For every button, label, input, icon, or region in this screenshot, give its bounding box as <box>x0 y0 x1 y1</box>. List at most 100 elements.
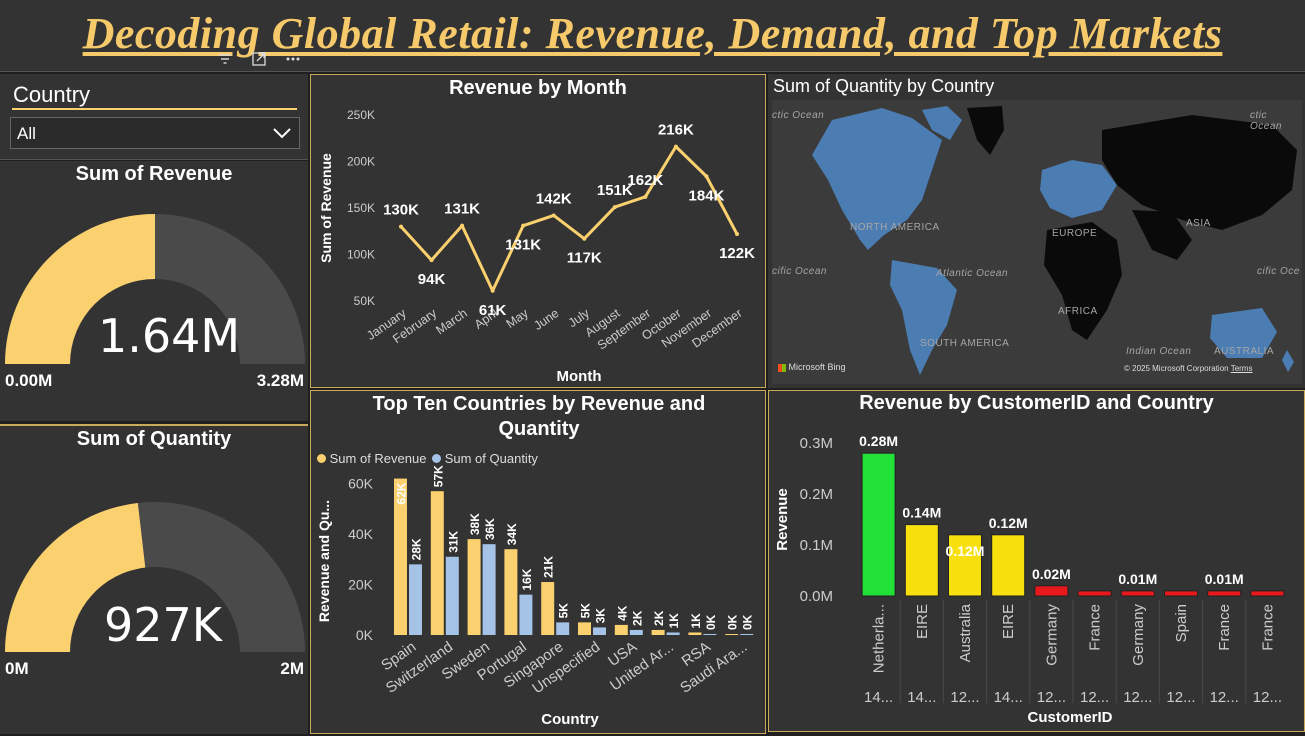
map-asia <box>1102 115 1297 230</box>
quantity-bar[interactable] <box>593 627 606 635</box>
revenue-bar[interactable] <box>394 478 407 635</box>
line-data-label: 130K <box>383 202 419 219</box>
title-bar: Decoding Global Retail: Revenue, Demand,… <box>0 0 1305 72</box>
revenue-line[interactable] <box>399 145 739 293</box>
map-card: Sum of Quantity by Country NORTH AMERICA… <box>768 74 1305 388</box>
line-point[interactable] <box>704 174 709 179</box>
slicer-dropdown[interactable]: All <box>10 117 300 149</box>
line-ylabel: Sum of Revenue <box>318 153 334 263</box>
chevron-down-icon[interactable] <box>271 124 293 147</box>
quantity-bar[interactable] <box>740 634 754 635</box>
revenue-bar[interactable] <box>651 629 665 635</box>
quantity-bar[interactable] <box>409 564 422 635</box>
customer-bar[interactable] <box>948 534 982 597</box>
line-ytick: 50K <box>354 294 375 308</box>
cbar-data-label: 21K <box>542 556 556 578</box>
map-copyright: © 2025 Microsoft Corporation Terms <box>1124 364 1252 373</box>
customer-bar[interactable] <box>861 452 896 597</box>
customer-bar[interactable] <box>904 524 939 597</box>
cust-country-label: Germany <box>1043 604 1060 666</box>
line-data-label: 131K <box>505 237 541 254</box>
bing-text: Microsoft Bing <box>788 362 846 372</box>
map-africa <box>1044 222 1122 340</box>
quantity-bar[interactable] <box>556 622 570 635</box>
filter-icon[interactable] <box>216 50 234 73</box>
map-title: Sum of Quantity by Country <box>773 76 995 96</box>
cbar-xlabel: Country <box>541 711 599 728</box>
revenue-bar[interactable] <box>467 539 481 635</box>
customer-bar[interactable] <box>1250 590 1285 597</box>
customer-bar[interactable] <box>1164 590 1198 597</box>
cust-id-label: 12... <box>1037 689 1066 706</box>
line-point[interactable] <box>643 194 648 199</box>
map-label-arctic-left: ctic Ocean <box>772 110 825 121</box>
line-point[interactable] <box>399 224 403 229</box>
revenue-bar[interactable] <box>578 622 591 635</box>
world-map <box>812 106 1297 375</box>
map-label-indian: Indian Ocean <box>1126 346 1192 357</box>
map-label-south-america: SOUTH AMERICA <box>920 338 1010 349</box>
customer-bar[interactable] <box>1207 590 1242 597</box>
terms-link[interactable]: Terms <box>1230 364 1253 373</box>
cust-id-label: 12... <box>1210 689 1239 706</box>
line-data-label: 61K <box>479 302 507 319</box>
line-ytick: 150K <box>347 201 375 215</box>
line-point[interactable] <box>582 236 587 241</box>
cust-country-label: France <box>1259 604 1276 651</box>
quantity-bar[interactable] <box>445 556 459 635</box>
cbar-data-label: 0K <box>726 614 740 630</box>
line-point[interactable] <box>460 223 465 228</box>
cust-country-label: Spain <box>1173 604 1190 642</box>
cbar-data-label: 4K <box>615 605 629 621</box>
revenue-by-customer-chart: 0.0M 0.1M 0.2M 0.3M Revenue CustomerID 0.28M Ne… <box>774 433 1285 726</box>
cust-id-label: 12... <box>950 689 979 706</box>
slicer-underline <box>12 108 297 110</box>
more-options-icon[interactable] <box>284 50 302 73</box>
map-canvas[interactable]: NORTH AMERICA EUROPE ASIA AFRICA SOUTH A… <box>772 100 1302 384</box>
revenue-bar[interactable] <box>688 632 702 635</box>
quantity-bar[interactable] <box>703 634 717 635</box>
revenue-bar[interactable] <box>504 549 518 635</box>
customer-bar[interactable] <box>1034 585 1069 597</box>
revenue-bar[interactable] <box>725 634 739 635</box>
visual-header-toolbar <box>212 48 308 72</box>
line-point[interactable] <box>551 213 556 218</box>
cust-data-label: 0.02M <box>1032 566 1071 582</box>
customer-bar[interactable] <box>1077 590 1112 597</box>
quantity-bar[interactable] <box>666 632 680 635</box>
quantity-bar[interactable] <box>519 594 533 635</box>
line-point[interactable] <box>612 205 617 210</box>
customer-bar[interactable] <box>991 534 1026 597</box>
cust-data-label: 0.12M <box>989 515 1028 531</box>
revenue-bar[interactable] <box>614 624 628 635</box>
quantity-bar[interactable] <box>482 544 496 635</box>
customer-chart-title: Revenue by CustomerID and Country <box>859 392 1214 414</box>
cust-data-label: 0.14M <box>902 505 941 521</box>
bing-logo: Microsoft Bing <box>778 362 846 372</box>
focus-mode-icon[interactable] <box>250 50 268 73</box>
cust-id-label: 14... <box>907 689 936 706</box>
quantity-gauge-value: 927K <box>104 598 222 652</box>
line-xtick: June <box>531 306 561 333</box>
cbar-data-label: 31K <box>446 530 460 552</box>
line-point[interactable] <box>521 223 526 228</box>
quantity-bar[interactable] <box>629 629 643 635</box>
line-point[interactable] <box>429 258 434 263</box>
page-title: Decoding Global Retail: Revenue, Demand,… <box>82 9 1223 58</box>
cust-country-label: France <box>1087 604 1104 651</box>
legend-revenue-dot-icon <box>317 454 326 463</box>
line-point[interactable] <box>490 288 495 293</box>
cbar-data-label: 0K <box>704 614 718 630</box>
cust-ytick: 0.1M <box>800 537 833 554</box>
customer-bar[interactable] <box>1120 590 1155 597</box>
line-point[interactable] <box>673 144 678 149</box>
line-data-label: 131K <box>444 201 480 218</box>
cbar-ytick: 60K <box>348 476 374 492</box>
line-point[interactable] <box>735 232 739 237</box>
revenue-gauge-max: 3.28M <box>256 371 304 390</box>
map-greenland <box>967 106 1004 155</box>
cbar-data-label: 16K <box>520 568 534 590</box>
map-europe <box>1040 160 1117 218</box>
revenue-bar[interactable] <box>541 582 555 635</box>
revenue-bar[interactable] <box>430 491 444 635</box>
